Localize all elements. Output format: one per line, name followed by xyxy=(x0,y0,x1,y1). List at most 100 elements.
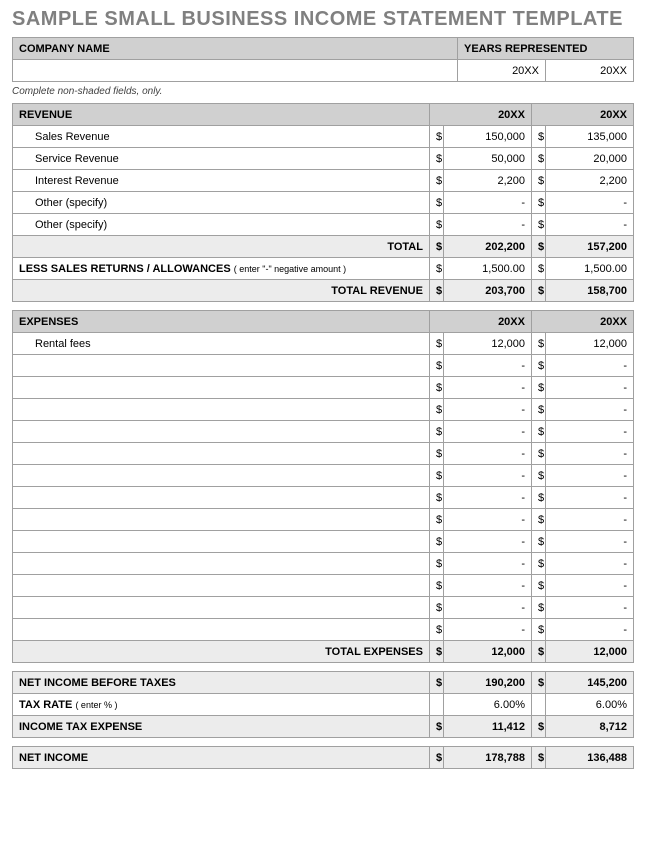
taxrate-v1[interactable]: 6.00% xyxy=(444,694,532,716)
currency-symbol: $ xyxy=(429,148,443,170)
revenue-row-label[interactable]: Other (specify) xyxy=(13,214,430,236)
expenses-row-value[interactable]: - xyxy=(443,421,531,443)
expenses-row-value[interactable]: - xyxy=(545,487,633,509)
revenue-row-value[interactable]: - xyxy=(545,214,633,236)
currency-symbol: $ xyxy=(429,575,443,597)
currency-symbol: $ xyxy=(429,619,443,641)
less-returns-v1[interactable]: 1,500.00 xyxy=(443,258,531,280)
currency-symbol: $ xyxy=(429,553,443,575)
currency-symbol: $ xyxy=(429,126,443,148)
expenses-row-value[interactable]: - xyxy=(545,619,633,641)
expenses-year2: 20XX xyxy=(531,311,633,333)
nibt-v2: 145,200 xyxy=(546,672,634,694)
currency-symbol: $ xyxy=(531,421,545,443)
expenses-row-value[interactable]: - xyxy=(443,553,531,575)
expenses-row-label[interactable] xyxy=(13,487,430,509)
expenses-row-label[interactable] xyxy=(13,531,430,553)
company-name-cell[interactable] xyxy=(13,60,458,82)
expenses-row-label[interactable] xyxy=(13,421,430,443)
expenses-row-value[interactable]: - xyxy=(443,465,531,487)
expenses-row-value[interactable]: - xyxy=(545,575,633,597)
expenses-row-value[interactable]: - xyxy=(545,377,633,399)
expenses-row-value[interactable]: - xyxy=(443,355,531,377)
expenses-row-value[interactable]: - xyxy=(443,377,531,399)
expenses-row-label[interactable] xyxy=(13,355,430,377)
currency-symbol: $ xyxy=(429,421,443,443)
expenses-row-label[interactable] xyxy=(13,619,430,641)
company-header-table: COMPANY NAME YEARS REPRESENTED 20XX 20XX xyxy=(12,37,634,82)
revenue-row-value[interactable]: - xyxy=(545,192,633,214)
expenses-row-value[interactable]: - xyxy=(545,399,633,421)
revenue-row-value[interactable]: 50,000 xyxy=(443,148,531,170)
expenses-row-value[interactable]: - xyxy=(443,597,531,619)
expenses-row-value[interactable]: - xyxy=(545,421,633,443)
empty-cell xyxy=(430,694,444,716)
currency-symbol: $ xyxy=(531,126,545,148)
currency-symbol: $ xyxy=(531,443,545,465)
expenses-row-value[interactable]: - xyxy=(443,443,531,465)
year1-cell[interactable]: 20XX xyxy=(457,60,545,82)
expenses-row-label[interactable] xyxy=(13,465,430,487)
revenue-row-value[interactable]: 2,200 xyxy=(545,170,633,192)
currency-symbol: $ xyxy=(531,355,545,377)
expenses-year1: 20XX xyxy=(429,311,531,333)
taxrate-v2[interactable]: 6.00% xyxy=(546,694,634,716)
empty-cell xyxy=(532,694,546,716)
currency-symbol: $ xyxy=(429,333,443,355)
currency-symbol: $ xyxy=(531,333,545,355)
currency-symbol: $ xyxy=(429,280,443,302)
currency-symbol: $ xyxy=(429,443,443,465)
expenses-row-value[interactable]: - xyxy=(443,487,531,509)
expenses-row-value[interactable]: - xyxy=(545,443,633,465)
expenses-row-label[interactable] xyxy=(13,575,430,597)
less-returns-v2[interactable]: 1,500.00 xyxy=(545,258,633,280)
expenses-row-value[interactable]: - xyxy=(443,399,531,421)
expenses-row-label[interactable] xyxy=(13,553,430,575)
expenses-row-label[interactable] xyxy=(13,377,430,399)
revenue-year1: 20XX xyxy=(429,104,531,126)
currency-symbol: $ xyxy=(430,716,444,738)
expenses-row-value[interactable]: 12,000 xyxy=(443,333,531,355)
revenue-row-label[interactable]: Service Revenue xyxy=(13,148,430,170)
revenue-row-value[interactable]: 135,000 xyxy=(545,126,633,148)
taxexp-label: INCOME TAX EXPENSE xyxy=(13,716,430,738)
currency-symbol: $ xyxy=(429,170,443,192)
currency-symbol: $ xyxy=(429,399,443,421)
expenses-row-value[interactable]: - xyxy=(545,553,633,575)
expenses-row-value[interactable]: - xyxy=(545,597,633,619)
expenses-row-value[interactable]: - xyxy=(545,465,633,487)
revenue-row-value[interactable]: - xyxy=(443,192,531,214)
less-returns-label: LESS SALES RETURNS / ALLOWANCES ( enter … xyxy=(13,258,430,280)
currency-symbol: $ xyxy=(531,148,545,170)
taxexp-v2: 8,712 xyxy=(546,716,634,738)
expenses-row-label[interactable] xyxy=(13,509,430,531)
currency-symbol: $ xyxy=(429,214,443,236)
currency-symbol: $ xyxy=(531,192,545,214)
expenses-row-value[interactable]: - xyxy=(443,531,531,553)
revenue-row-label[interactable]: Interest Revenue xyxy=(13,170,430,192)
total-expenses-v1: 12,000 xyxy=(443,641,531,663)
revenue-row-value[interactable]: - xyxy=(443,214,531,236)
expenses-row-value[interactable]: - xyxy=(443,575,531,597)
expenses-row-label[interactable] xyxy=(13,399,430,421)
total-expenses-v2: 12,000 xyxy=(545,641,633,663)
revenue-row-label[interactable]: Other (specify) xyxy=(13,192,430,214)
nibt-v1: 190,200 xyxy=(444,672,532,694)
expenses-row-label[interactable] xyxy=(13,443,430,465)
revenue-row-value[interactable]: 20,000 xyxy=(545,148,633,170)
revenue-row-label[interactable]: Sales Revenue xyxy=(13,126,430,148)
expenses-row-value[interactable]: - xyxy=(545,531,633,553)
expenses-row-value[interactable]: - xyxy=(545,509,633,531)
expenses-row-value[interactable]: - xyxy=(443,619,531,641)
currency-symbol: $ xyxy=(429,377,443,399)
year2-cell[interactable]: 20XX xyxy=(545,60,633,82)
revenue-row-value[interactable]: 2,200 xyxy=(443,170,531,192)
revenue-row-value[interactable]: 150,000 xyxy=(443,126,531,148)
currency-symbol: $ xyxy=(531,531,545,553)
expenses-row-value[interactable]: - xyxy=(545,355,633,377)
expenses-row-label[interactable]: Rental fees xyxy=(13,333,430,355)
currency-symbol: $ xyxy=(531,170,545,192)
expenses-row-label[interactable] xyxy=(13,597,430,619)
expenses-row-value[interactable]: 12,000 xyxy=(545,333,633,355)
expenses-row-value[interactable]: - xyxy=(443,509,531,531)
